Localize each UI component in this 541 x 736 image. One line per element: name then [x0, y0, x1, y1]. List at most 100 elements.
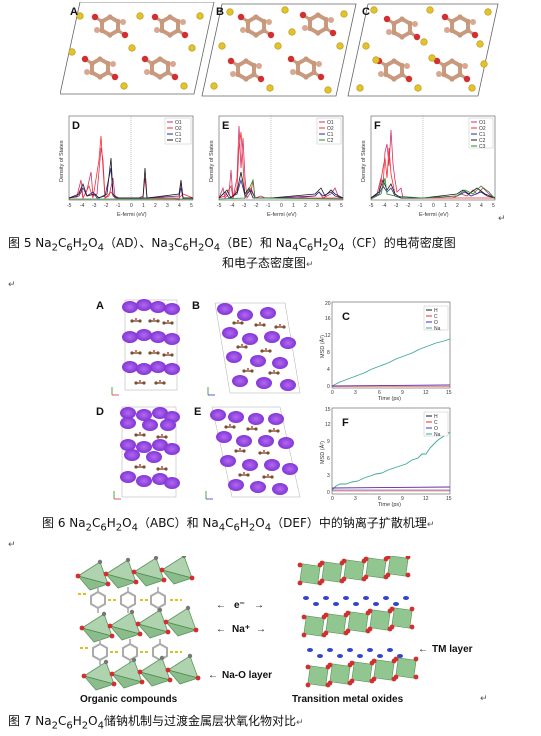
fig5-label-e: E	[222, 120, 230, 132]
svg-text:5: 5	[190, 203, 193, 209]
dos-f-xticks: -5 -4 -3 -2 -1 0 1 2 3 4 5	[369, 203, 495, 209]
svg-text:20: 20	[325, 301, 331, 307]
fig6-caption: 图 6 Na2C6H2O4（ABC）和 Na4C6H2O4（DEF）中的钠离子扩…	[42, 516, 435, 534]
msd-f-xlabel: Time (ps)	[378, 502, 401, 508]
svg-text:5: 5	[492, 203, 495, 209]
svg-text:3: 3	[468, 203, 471, 209]
msd-f-legend-2: O	[434, 426, 438, 432]
svg-text:3: 3	[354, 496, 357, 502]
fig7-caption: 图 7 Na2C6H2O4储钠机制与过渡金属层状氧化物对比↵	[8, 714, 304, 732]
svg-text:12: 12	[423, 390, 429, 396]
svg-text:-1: -1	[418, 203, 423, 209]
para-mark: ↵	[8, 540, 16, 550]
fig7-comparison: ← e⁻ → ← Na⁺ → ← Na-O layer ← TM layer O…	[75, 556, 473, 705]
svg-text:←: ←	[216, 624, 226, 635]
svg-text:-1: -1	[116, 203, 121, 209]
svg-text:0: 0	[432, 203, 435, 209]
svg-text:6: 6	[378, 390, 381, 396]
msd-c-yticks: 0 4 8 12 16 20	[325, 301, 331, 390]
svg-text:→: →	[256, 624, 266, 635]
para-mark: ↵	[8, 280, 16, 290]
svg-text:16: 16	[325, 316, 331, 322]
msd-c-legend-1: C	[434, 314, 438, 320]
dos-plot-d: O1 O2 C1 C2 Density of States E-fermi (e…	[59, 115, 194, 218]
svg-text:15: 15	[446, 390, 452, 396]
svg-text:4: 4	[480, 203, 483, 209]
fig5-label-f: F	[374, 120, 381, 132]
svg-text:3: 3	[354, 390, 357, 396]
tm-layer-label: TM layer	[432, 644, 473, 655]
msd-plot-c: C H C O Na MSD (Å²) Time (ps) 0 4 8 12 16 2…	[319, 301, 452, 402]
dos-d-legend-3: C2	[175, 138, 182, 144]
svg-text:2: 2	[304, 203, 307, 209]
tmo-layers: ← TM layer	[297, 556, 473, 688]
svg-text:-1: -1	[266, 203, 271, 209]
dos-f-legend-1: O2	[479, 126, 486, 132]
svg-text:-4: -4	[382, 203, 387, 209]
fig5-label-a: A	[70, 6, 78, 18]
dos-f-xlabel: E-fermi (eV)	[419, 212, 449, 218]
middle-labels: ← e⁻ → ← Na⁺ → ← Na-O layer	[208, 600, 272, 681]
svg-text:4: 4	[178, 203, 181, 209]
dos-e-legend-1: O2	[327, 126, 334, 132]
svg-text:-2: -2	[406, 203, 411, 209]
dos-e-xlabel: E-fermi (eV)	[267, 212, 297, 218]
organic-caption: Organic compounds	[80, 694, 178, 705]
fig5-caption-line2: 和电子态密度图↵	[222, 256, 314, 270]
msd-plot-f: F H C O Na MSD (Å²) Time (ps) 0 3 6 9 12 15…	[319, 407, 452, 508]
dos-f-legend-0: O1	[479, 120, 486, 126]
dos-f-ylabel: Density of States	[361, 140, 367, 182]
dos-e-xticks: -5 -4 -3 -2 -1 0 1 2 3 4 5	[217, 203, 343, 209]
svg-text:-5: -5	[217, 203, 222, 209]
fig5-dos-plots: O1 O2 C1 C2 Density of States E-fermi (e…	[59, 115, 496, 218]
svg-text:-3: -3	[394, 203, 399, 209]
msd-f-legend-1: C	[434, 420, 438, 426]
msd-f-ylabel: MSD (Å²)	[319, 441, 326, 464]
svg-text:6: 6	[327, 456, 330, 462]
svg-text:4: 4	[328, 203, 331, 209]
msd-f-label: F	[342, 417, 349, 429]
svg-text:12: 12	[423, 496, 429, 502]
dos-plot-e: O1 O2 C1 C2 Density of States E-fermi (e…	[209, 115, 344, 218]
dos-d-legend-2: C1	[175, 132, 182, 138]
fig6-label-b: B	[192, 300, 200, 312]
para-mark: ↵	[498, 214, 506, 224]
svg-text:-2: -2	[254, 203, 259, 209]
svg-text:2: 2	[154, 203, 157, 209]
svg-text:-5: -5	[67, 203, 72, 209]
svg-text:12: 12	[325, 333, 331, 339]
dos-d-xticks: -5 -4 -3 -2 -1 0 1 2 3 4 5	[67, 203, 193, 209]
svg-text:3: 3	[166, 203, 169, 209]
msd-f-legend-3: Na	[434, 432, 441, 438]
msd-f-legend-0: H	[434, 414, 438, 420]
msd-c-legend-0: H	[434, 308, 438, 314]
dos-e-legend-3: C2	[327, 138, 334, 144]
svg-text:3: 3	[316, 203, 319, 209]
organic-layers	[75, 556, 201, 691]
svg-text:1: 1	[444, 203, 447, 209]
msd-c-legend-3: Na	[434, 326, 441, 332]
svg-text:6: 6	[378, 496, 381, 502]
msd-c-legend-2: O	[434, 320, 438, 326]
svg-text:-4: -4	[80, 203, 85, 209]
fig6-structures	[111, 299, 301, 500]
fig5-structures	[60, 2, 499, 97]
fig6-label-e: E	[194, 406, 202, 418]
dos-d-legend-0: O1	[175, 120, 182, 126]
fig6-label-a: A	[96, 300, 104, 312]
svg-text:←: ←	[208, 670, 218, 681]
svg-text:←: ←	[418, 644, 428, 655]
svg-text:0: 0	[280, 203, 283, 209]
dos-e-legend-2: C1	[327, 132, 334, 138]
para-mark: ↵	[480, 694, 488, 704]
dos-f-legend-3: C2	[479, 138, 486, 144]
svg-text:0: 0	[331, 390, 334, 396]
svg-text:0: 0	[331, 496, 334, 502]
msd-c-xlabel: Time (ps)	[378, 396, 401, 402]
dos-plot-f: O1 O2 C1 C2 C3 Density of States E-fermi…	[361, 115, 496, 218]
svg-text:-5: -5	[369, 203, 374, 209]
dos-e-ylabel: Density of States	[209, 140, 215, 182]
svg-text:5: 5	[340, 203, 343, 209]
svg-text:→: →	[254, 600, 264, 611]
svg-text:1: 1	[142, 203, 145, 209]
